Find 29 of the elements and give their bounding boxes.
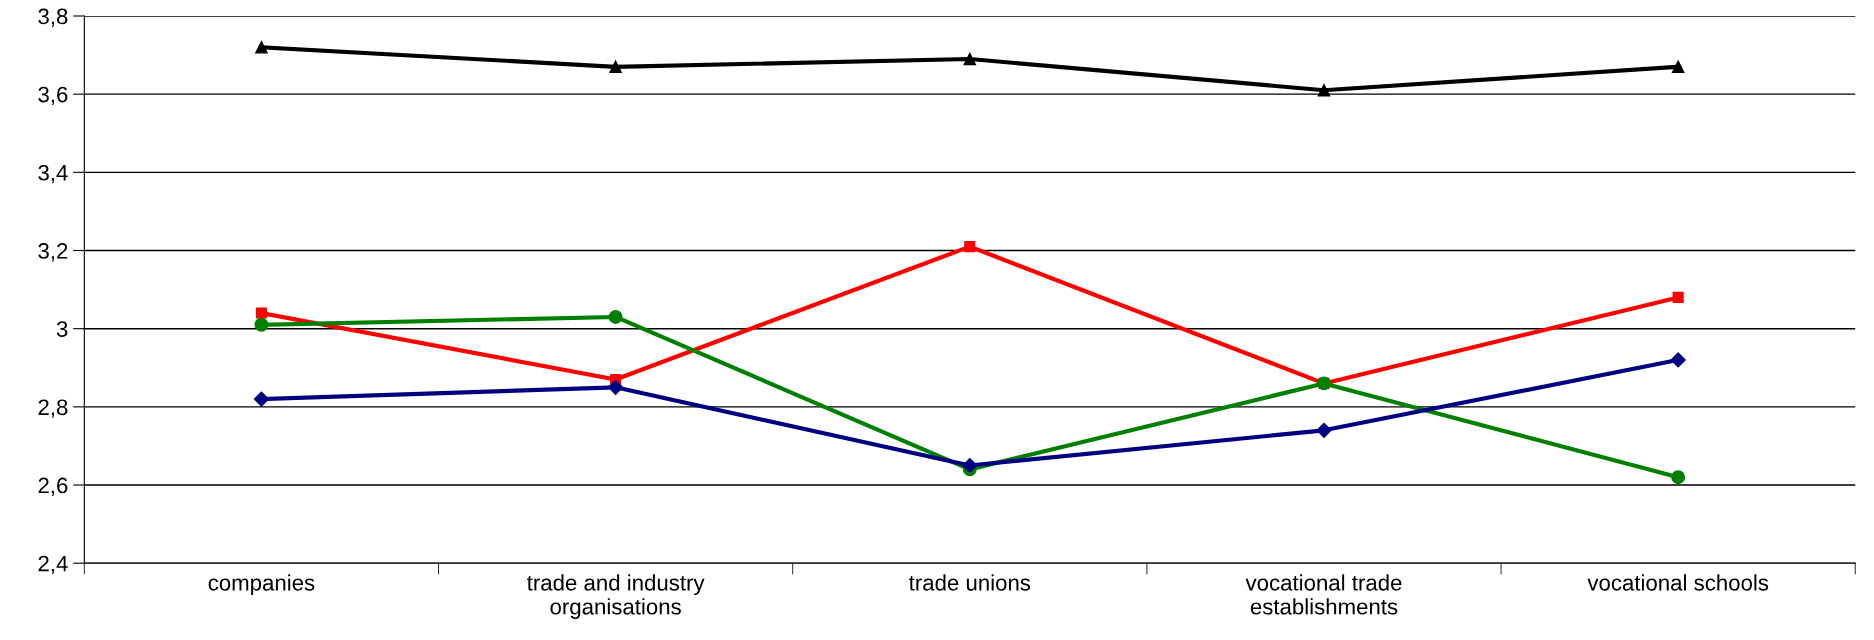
point (963, 52, 977, 66)
point (608, 379, 624, 395)
y-tick-label: 2,8 (38, 399, 68, 418)
y-tick-label: 3,8 (38, 8, 68, 27)
point (1671, 470, 1686, 485)
point (962, 457, 978, 474)
point (964, 241, 976, 253)
x-tick-label: vocational schools (1587, 574, 1769, 591)
point (1671, 60, 1685, 74)
y-tick-label: 3,6 (38, 86, 68, 106)
point (1316, 422, 1332, 438)
point (609, 60, 622, 74)
y-tick-label: 3,4 (38, 164, 68, 184)
point (608, 310, 623, 324)
x-tick-label: trade unions (908, 574, 1031, 591)
x-tick-label: companies (208, 574, 315, 596)
x-tick-label: trade and industry organisations (527, 574, 705, 619)
point (255, 307, 267, 319)
point (254, 317, 269, 332)
point (1670, 352, 1686, 368)
point (1317, 84, 1331, 97)
point (1672, 291, 1684, 303)
point (253, 391, 269, 407)
x-tick-label: vocational trade establishments (1245, 574, 1402, 615)
y-tick-label: 3,2 (38, 243, 68, 262)
y-tick-label: 2,6 (38, 477, 68, 496)
y-tick-label: 2,4 (38, 555, 68, 575)
y-tick-label: 3 (56, 321, 68, 337)
point (255, 41, 268, 54)
